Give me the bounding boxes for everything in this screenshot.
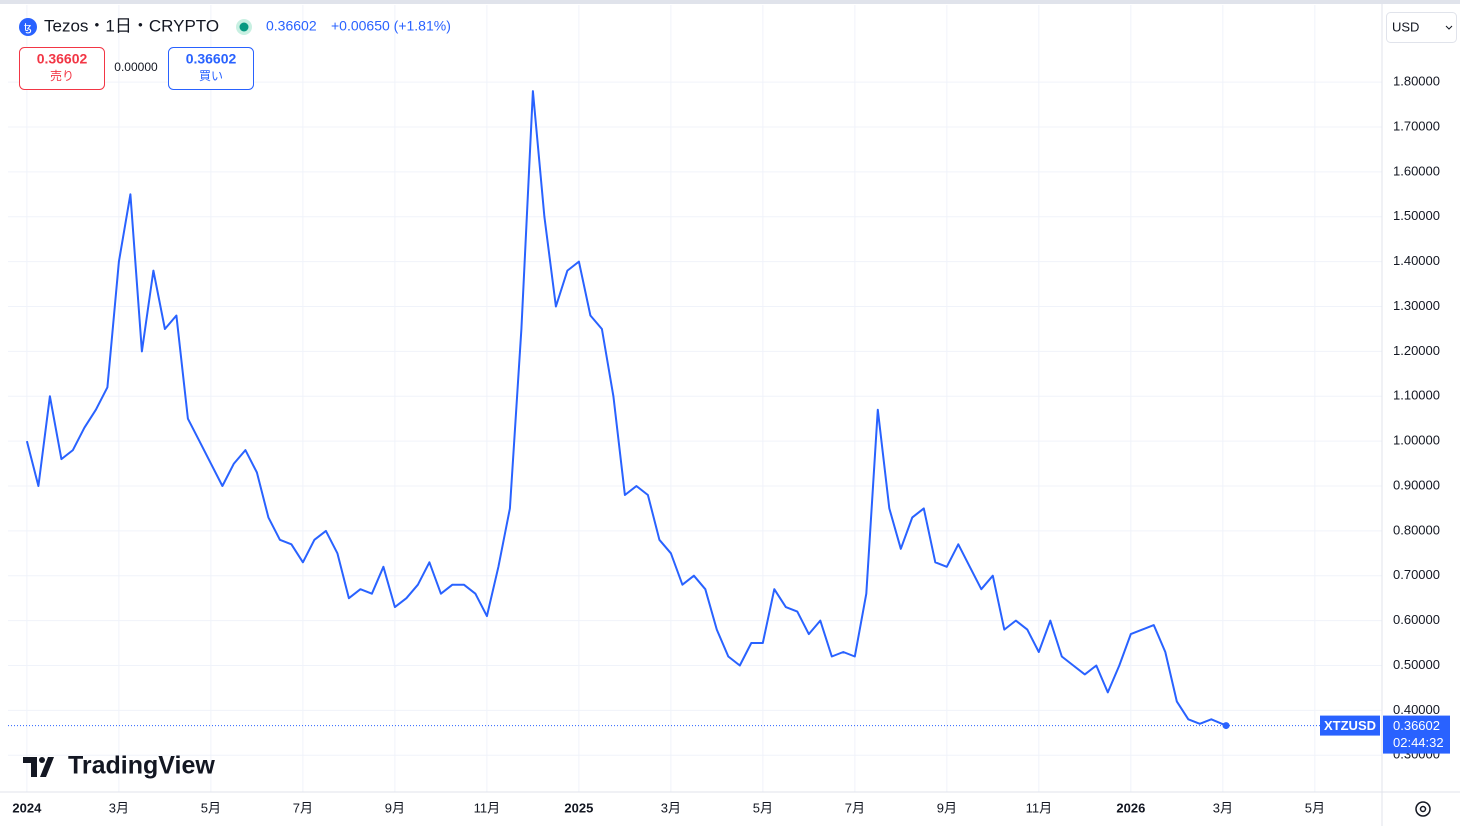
settings-icon[interactable] [1415, 801, 1431, 817]
x-tick-label: 11月 [1026, 800, 1053, 815]
symbol-title: Tezos・1日・CRYPTO [44, 16, 219, 35]
series-tag [1320, 715, 1380, 736]
y-tick-label: 1.60000 [1393, 163, 1440, 178]
y-tick-label: 1.50000 [1393, 208, 1440, 223]
currency: USD [1392, 19, 1419, 34]
last-price: 0.36602 [266, 18, 317, 34]
x-tick-label: 9月 [385, 800, 405, 815]
x-tick-label: 2026 [1116, 800, 1145, 815]
currency-select[interactable] [1386, 12, 1457, 43]
series-name: XTZUSD [1324, 718, 1376, 733]
buy-price: 0.36602 [186, 51, 237, 67]
x-tick-label: 5月 [1305, 800, 1325, 815]
x-tick-label: 3月 [109, 800, 129, 815]
y-tick-label: 0.40000 [1393, 702, 1440, 717]
y-tick-label: 0.50000 [1393, 657, 1440, 672]
x-tick-label: 3月 [1213, 800, 1233, 815]
y-tick-label: 0.70000 [1393, 567, 1440, 582]
y-tick-label: 1.70000 [1393, 118, 1440, 133]
coin-icon [19, 18, 37, 36]
y-tick-label: 1.80000 [1393, 74, 1440, 89]
buy-button[interactable] [168, 47, 254, 90]
y-tick-label: 1.00000 [1393, 433, 1440, 448]
x-tick-label: 5月 [753, 800, 773, 815]
spread: 0.00000 [114, 60, 158, 74]
logo-text: TradingView [68, 752, 215, 780]
sell-label: 売り [50, 68, 74, 83]
axis-price: 0.36602 [1393, 718, 1440, 733]
y-tick-label: 1.10000 [1393, 388, 1440, 403]
y-tick-label: 0.90000 [1393, 477, 1440, 492]
price-tag [1383, 715, 1450, 754]
x-tick-label: 7月 [845, 800, 865, 815]
x-tick-label: 2025 [564, 800, 593, 815]
settings-icon [1419, 805, 1427, 813]
sell-button[interactable] [19, 47, 105, 90]
y-tick-label: 0.60000 [1393, 612, 1440, 627]
logo-mark [39, 757, 45, 763]
top-border [0, 0, 1460, 4]
dropdown-arrow [1445, 25, 1453, 30]
x-tick-label: 5月 [201, 800, 221, 815]
countdown: 02:44:32 [1393, 735, 1444, 750]
plot [8, 90, 1382, 730]
y-tick-label: 1.20000 [1393, 343, 1440, 358]
logo-mark [23, 757, 54, 777]
grid [8, 5, 1382, 792]
y-tick-label: 1.40000 [1393, 253, 1440, 268]
x-tick-label: 9月 [937, 800, 957, 815]
x-tick-label: 11月 [474, 800, 501, 815]
y-tick-label: 1.30000 [1393, 298, 1440, 313]
x-tick-label: 2024 [12, 800, 42, 815]
price-line [25, 90, 1227, 727]
y-tick-label: 0.80000 [1393, 522, 1440, 537]
price-change: +0.00650 (+1.81%) [331, 18, 451, 34]
buy-label: 買い [199, 69, 223, 83]
status-dot [239, 22, 249, 32]
x-tick-label: 3月 [661, 800, 681, 815]
x-tick-label: 7月 [293, 800, 313, 815]
sell-price: 0.36602 [37, 51, 88, 67]
coin-icon-glyph: ꜩ [24, 22, 32, 34]
last-point [1222, 722, 1230, 730]
